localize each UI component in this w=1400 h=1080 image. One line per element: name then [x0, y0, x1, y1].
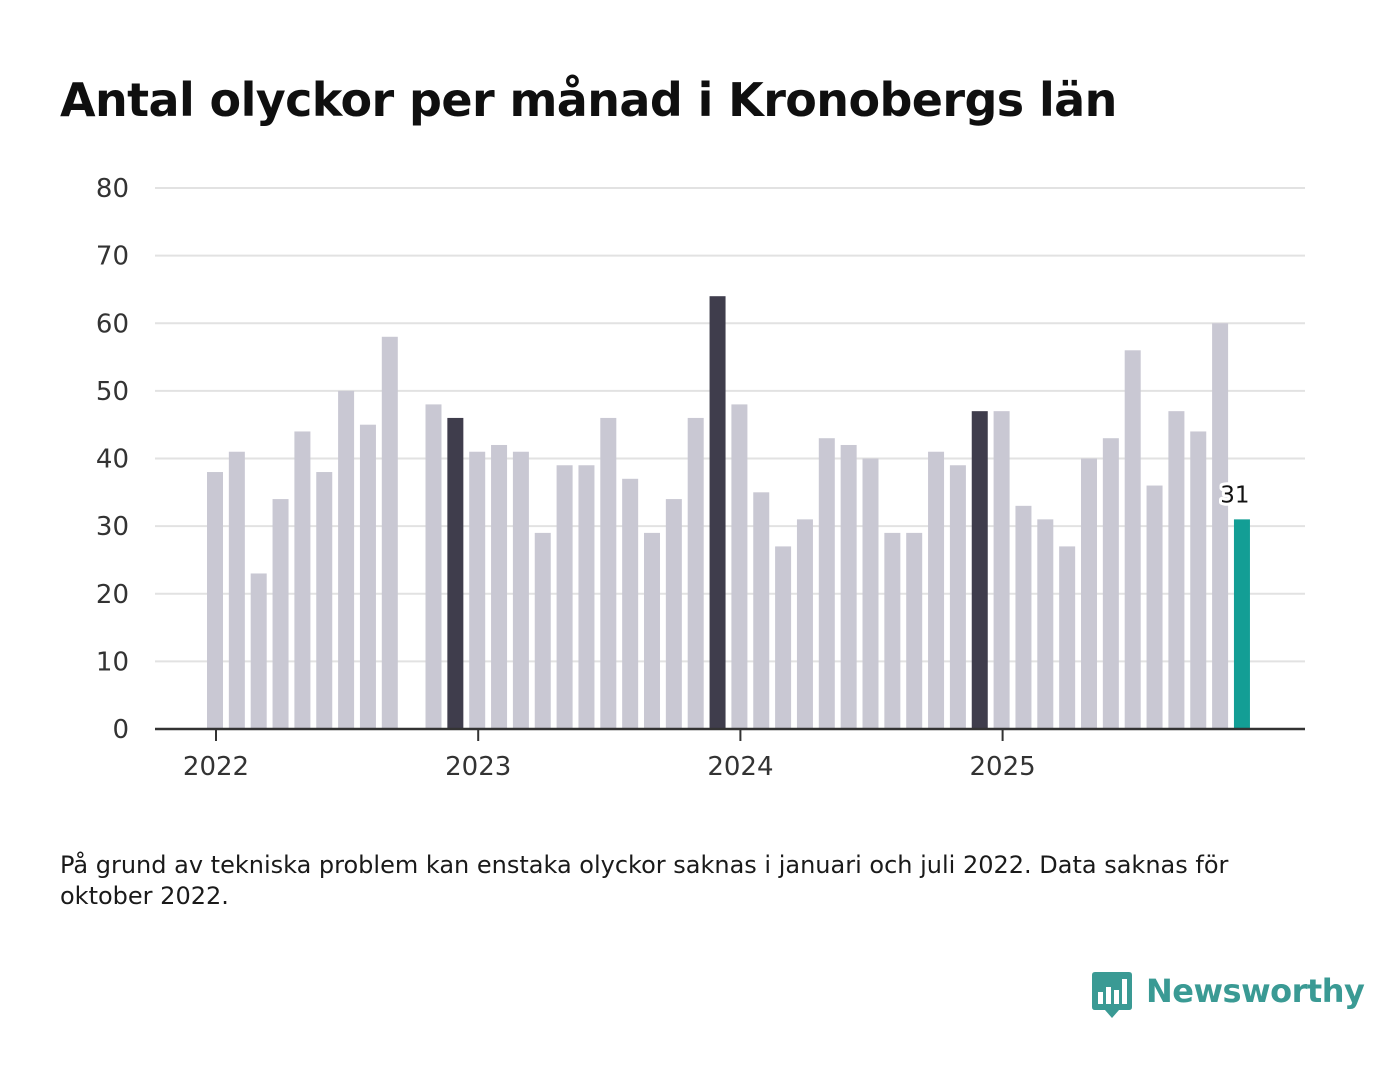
- chart-title: Antal olyckor per månad i Kronobergs län: [60, 73, 1117, 127]
- bar-2025-04[interactable]: [1059, 546, 1076, 729]
- bar-2024-10[interactable]: [928, 451, 945, 729]
- bar-2025-03[interactable]: [1037, 519, 1054, 729]
- x-tick-label: 2023: [445, 752, 511, 782]
- bar-2022-01[interactable]: [207, 472, 223, 729]
- x-tick-label: 2025: [970, 752, 1036, 782]
- brand-name: Newsworthy: [1146, 972, 1365, 1010]
- bar-2022-03[interactable]: [250, 573, 267, 729]
- bar-2023-05[interactable]: [556, 465, 573, 729]
- bar-2022-04[interactable]: [272, 499, 289, 729]
- bar-2023-10[interactable]: [665, 499, 682, 729]
- bar-2025-02[interactable]: [1015, 505, 1032, 729]
- bar-2024-08[interactable]: [884, 532, 901, 729]
- bar-2024-04[interactable]: [796, 519, 813, 729]
- y-tick-label: 80: [96, 174, 129, 204]
- bar-2022-08[interactable]: [359, 424, 376, 729]
- data-labels: 31: [1217, 479, 1252, 511]
- bar-2023-06[interactable]: [578, 465, 595, 729]
- bar-2024-09[interactable]: [906, 532, 923, 729]
- bars: [207, 296, 1250, 730]
- newsworthy-logo[interactable]: Newsworthy: [1090, 970, 1365, 1022]
- bar-2023-01[interactable]: [469, 451, 486, 729]
- bar-2023-12[interactable]: [709, 296, 726, 729]
- y-tick-label: 0: [112, 715, 129, 745]
- x-tick-label: 2024: [707, 752, 773, 782]
- bar-2022-05[interactable]: [294, 431, 311, 729]
- bar-2023-04[interactable]: [534, 532, 551, 729]
- y-tick-label: 40: [96, 445, 129, 475]
- data-label-latest: 31: [1220, 482, 1249, 508]
- bar-2024-03[interactable]: [775, 546, 792, 729]
- bar-2022-11[interactable]: [425, 404, 442, 729]
- bar-2022-12[interactable]: [447, 417, 464, 729]
- x-axis: [155, 727, 1305, 741]
- y-tick-label: 50: [96, 377, 129, 407]
- bar-2025-07[interactable]: [1124, 350, 1141, 729]
- y-tick-label: 20: [96, 580, 129, 610]
- x-axis-tick-labels: 2022 2023 2024 2025: [183, 752, 1036, 782]
- y-tick-label: 30: [96, 512, 129, 542]
- bar-2025-10[interactable]: [1190, 431, 1207, 729]
- bar-2022-06[interactable]: [316, 472, 333, 729]
- y-tick-label: 70: [96, 242, 129, 272]
- bar-2023-02[interactable]: [491, 444, 508, 729]
- bar-2023-03[interactable]: [512, 451, 529, 729]
- bar-2024-12[interactable]: [971, 411, 988, 729]
- bar-2025-11[interactable]: [1212, 323, 1229, 729]
- x-tick-label: 2022: [183, 752, 249, 782]
- bar-chart: 0 10 20 30 40 50 60 70 80 2022 2023 2024 2025 31: [96, 174, 1305, 782]
- bar-2025-01[interactable]: [993, 411, 1010, 729]
- footnote: På grund av tekniska problem kan enstaka…: [60, 851, 1229, 910]
- bar-2025-09[interactable]: [1168, 411, 1185, 729]
- bar-2025-06[interactable]: [1102, 438, 1119, 729]
- bar-2025-08[interactable]: [1146, 485, 1163, 729]
- bar-2024-05[interactable]: [818, 438, 835, 729]
- bar-2025-05[interactable]: [1081, 458, 1097, 730]
- bar-2024-06[interactable]: [840, 444, 857, 729]
- bar-2024-02[interactable]: [753, 492, 770, 729]
- bar-2024-11[interactable]: [949, 465, 966, 729]
- bar-2022-02[interactable]: [228, 451, 245, 729]
- bar-2024-07[interactable]: [862, 458, 879, 730]
- bar-2025-12[interactable]: [1233, 519, 1250, 729]
- bar-2022-09[interactable]: [381, 336, 398, 729]
- bar-2023-07[interactable]: [600, 417, 617, 729]
- y-tick-label: 60: [96, 309, 129, 339]
- y-tick-label: 10: [96, 647, 129, 677]
- bar-2022-07[interactable]: [338, 390, 355, 730]
- bar-2023-08[interactable]: [622, 478, 639, 729]
- bar-2023-09[interactable]: [644, 532, 660, 729]
- bar-chart-speech-bubble-icon: [1092, 972, 1132, 1018]
- y-axis-tick-labels: 0 10 20 30 40 50 60 70 80: [96, 174, 129, 745]
- bar-2023-11[interactable]: [687, 417, 704, 729]
- bar-2024-01[interactable]: [731, 404, 748, 729]
